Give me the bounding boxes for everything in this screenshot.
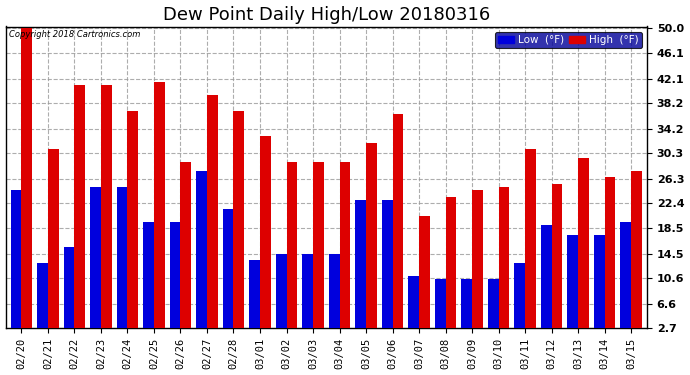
Bar (604, 177, 615, 328)
Bar (170, 222, 181, 328)
Legend: Low  (°F), High  (°F): Low (°F), High (°F) (495, 32, 642, 48)
Bar (329, 254, 339, 328)
Bar (339, 162, 350, 328)
Bar (472, 190, 482, 328)
Bar (276, 254, 286, 328)
Bar (355, 200, 366, 328)
Bar (181, 162, 191, 328)
Bar (435, 279, 446, 328)
Bar (286, 162, 297, 328)
Bar (11, 190, 21, 328)
Bar (382, 200, 393, 328)
Bar (75, 86, 85, 328)
Bar (48, 149, 59, 328)
Bar (90, 187, 101, 328)
Bar (578, 159, 589, 328)
Text: Copyright 2018 Cartronics.com: Copyright 2018 Cartronics.com (9, 30, 140, 39)
Bar (567, 235, 578, 328)
Bar (515, 263, 525, 328)
Bar (223, 209, 233, 328)
Bar (154, 82, 165, 328)
Bar (366, 142, 377, 328)
Bar (446, 196, 456, 328)
Bar (37, 263, 48, 328)
Bar (551, 184, 562, 328)
Bar (207, 95, 217, 328)
Bar (525, 149, 535, 328)
Bar (594, 235, 604, 328)
Bar (393, 114, 403, 328)
Bar (101, 86, 112, 328)
Bar (541, 225, 551, 328)
Bar (249, 260, 260, 328)
Bar (419, 216, 430, 328)
Bar (488, 279, 499, 328)
Bar (620, 222, 631, 328)
Bar (144, 222, 154, 328)
Bar (233, 111, 244, 328)
Bar (499, 187, 509, 328)
Bar (408, 276, 419, 328)
Bar (313, 162, 324, 328)
Bar (21, 28, 32, 328)
Bar (117, 187, 128, 328)
Bar (462, 279, 472, 328)
Bar (64, 247, 75, 328)
Bar (128, 111, 138, 328)
Title: Dew Point Daily High/Low 20180316: Dew Point Daily High/Low 20180316 (163, 6, 490, 24)
Bar (302, 254, 313, 328)
Bar (197, 171, 207, 328)
Bar (260, 136, 270, 328)
Bar (631, 171, 642, 328)
